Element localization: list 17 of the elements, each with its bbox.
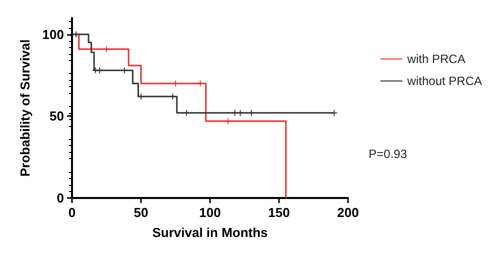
y-tick-label: 0 <box>56 190 64 206</box>
y-tick-label: 50 <box>50 108 64 124</box>
legend-label: with PRCA <box>406 52 466 66</box>
point <box>331 110 338 116</box>
x-tick-label: 100 <box>199 205 221 220</box>
x-tick-label: 150 <box>268 205 290 220</box>
y-axis-title: Probability of Survival <box>17 39 32 177</box>
x-tick-label: 0 <box>68 205 76 220</box>
text: P=0.93 <box>368 147 408 161</box>
y-tick-label: 100 <box>42 26 64 42</box>
x-tick-label: 50 <box>134 205 148 220</box>
x-axis-title: Survival in Months <box>152 225 268 240</box>
point <box>232 110 238 116</box>
legend-label: without PRCA <box>406 74 482 88</box>
point <box>197 80 204 86</box>
x-tick-label: 200 <box>337 205 359 220</box>
point <box>170 94 176 100</box>
